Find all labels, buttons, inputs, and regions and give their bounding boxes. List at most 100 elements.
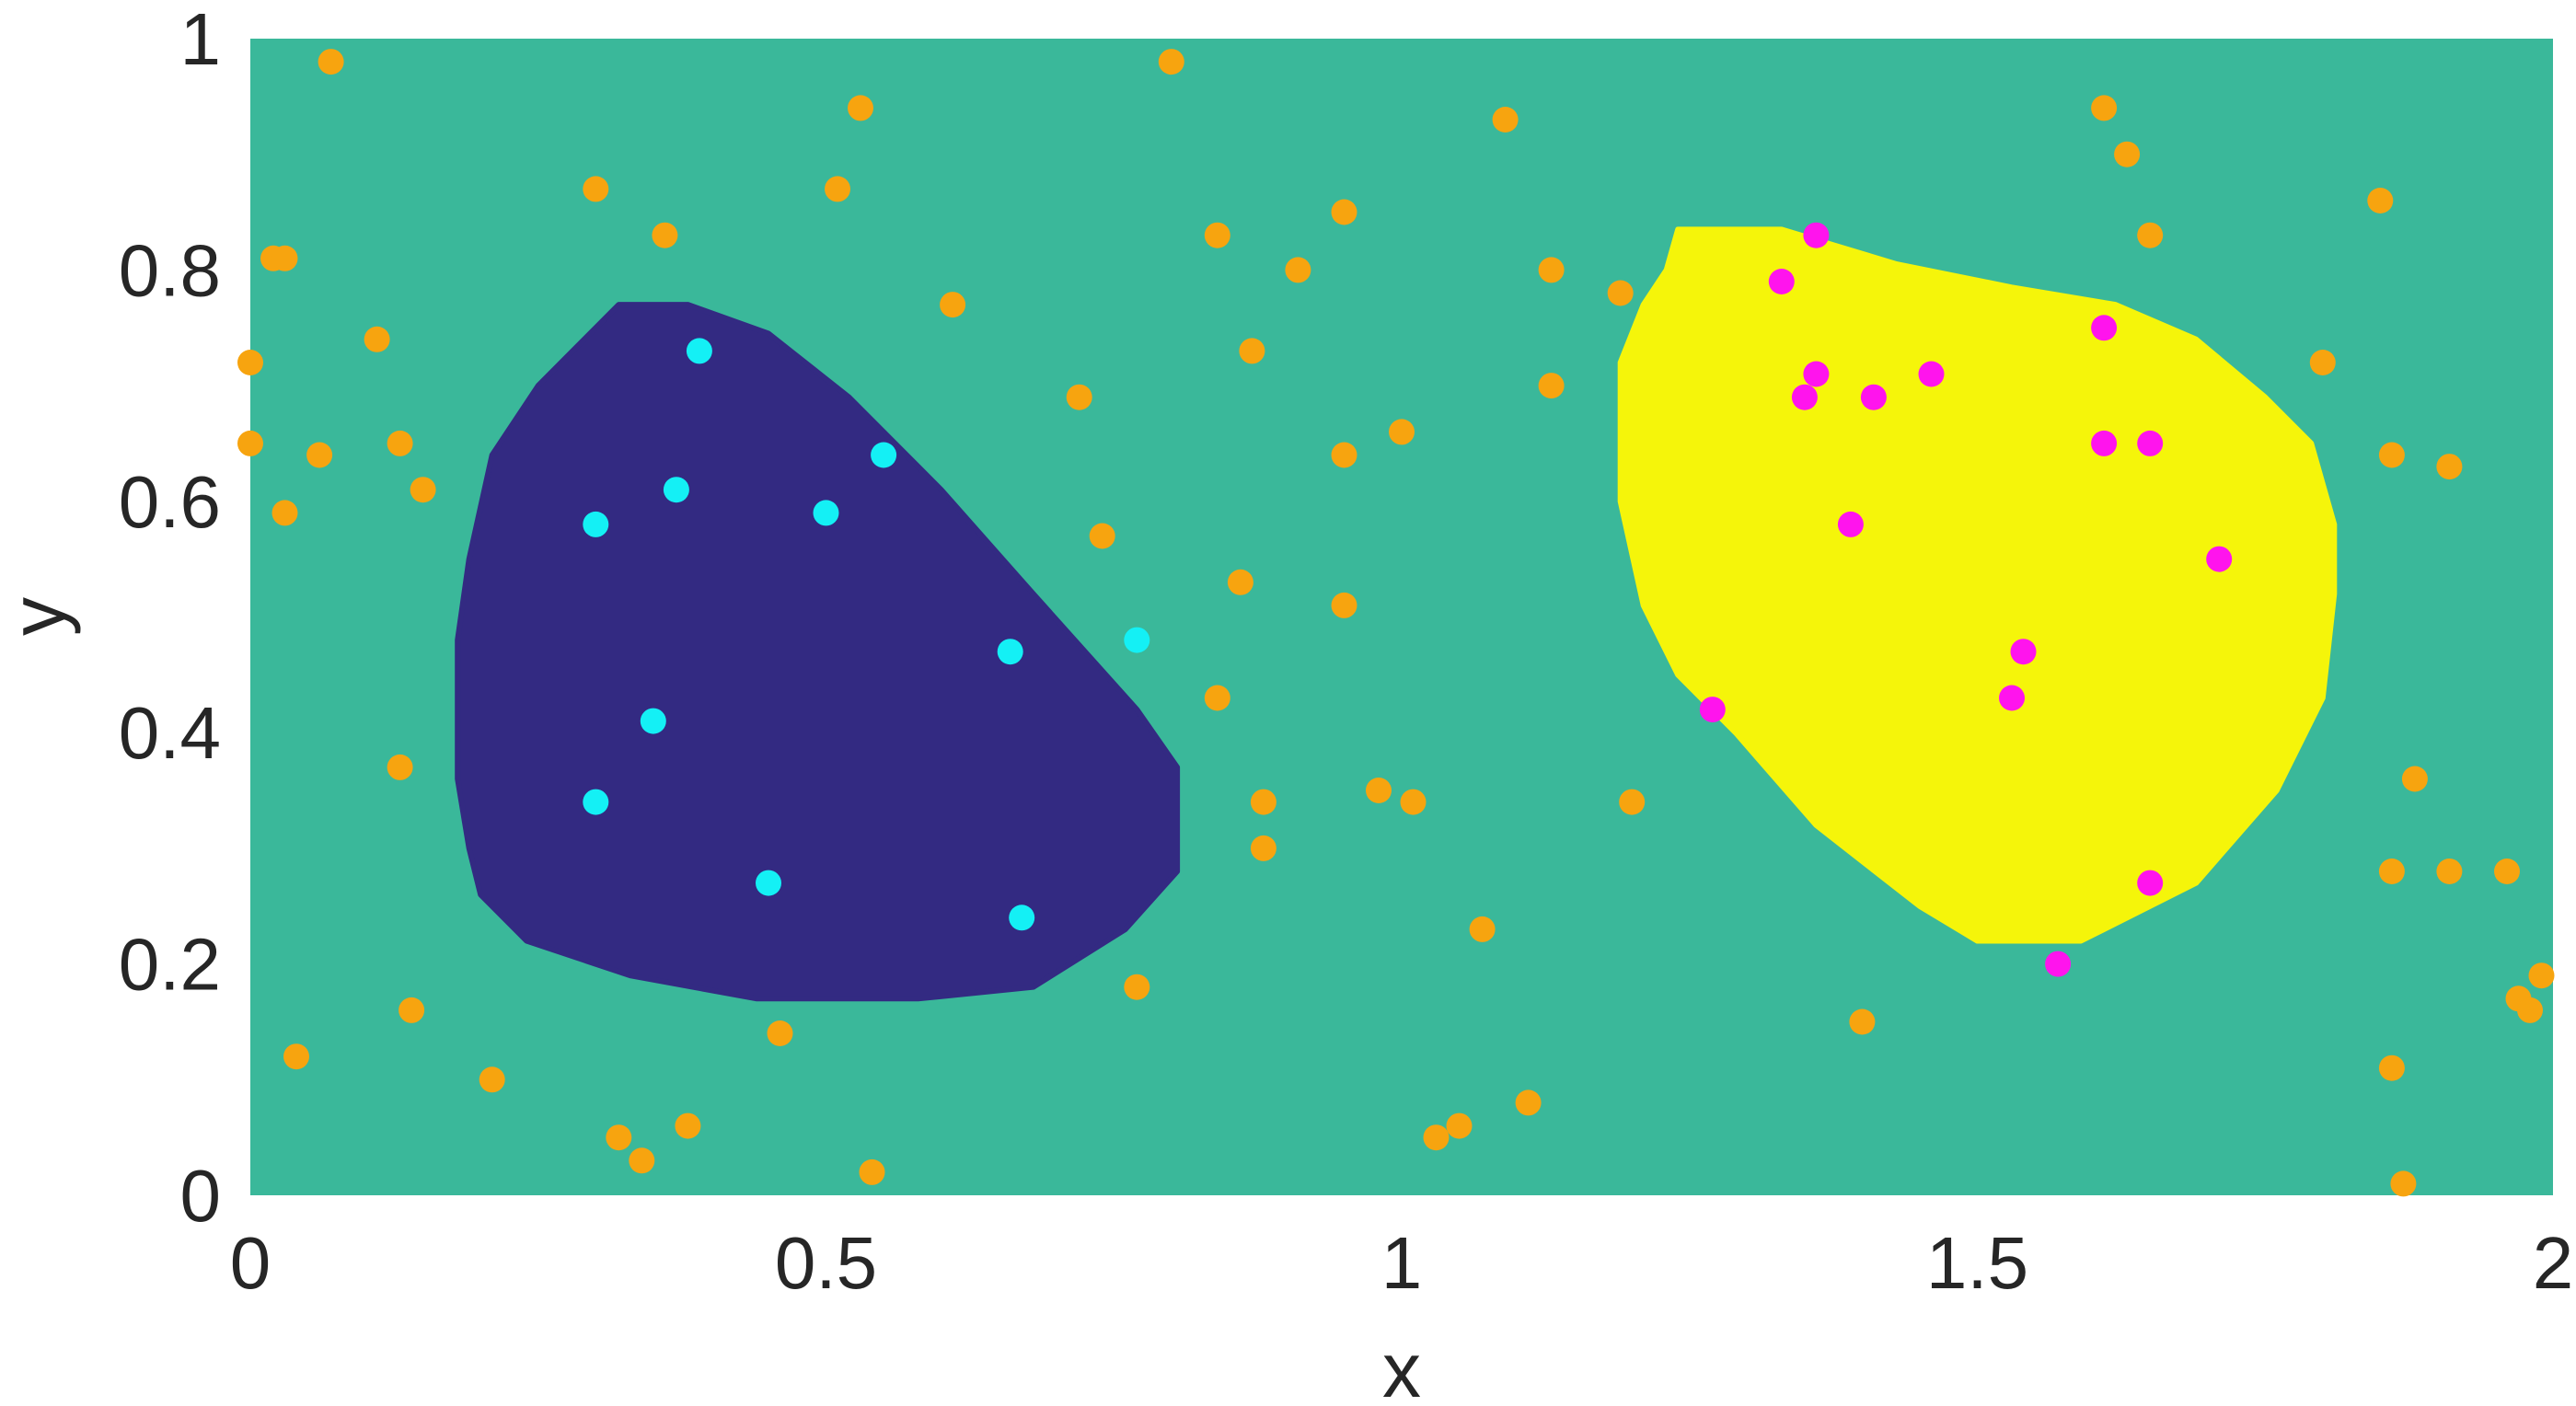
x-tick-label: 0 <box>230 1222 271 1304</box>
data-point <box>1492 107 1519 133</box>
data-point <box>1204 222 1230 248</box>
data-point <box>606 1124 632 1151</box>
data-point <box>2401 766 2428 792</box>
data-point <box>871 442 897 468</box>
data-point <box>479 1066 505 1093</box>
y-tick-label: 1 <box>180 0 222 80</box>
data-point <box>1918 361 1945 387</box>
data-point <box>1768 269 1795 294</box>
data-point <box>306 442 333 468</box>
data-point <box>399 997 425 1023</box>
data-point <box>997 639 1023 665</box>
y-tick-label: 0.6 <box>119 461 221 543</box>
data-point <box>2137 222 2164 248</box>
data-point <box>1285 257 1311 283</box>
data-point <box>2367 188 2394 213</box>
data-point <box>283 1043 309 1070</box>
data-point <box>2137 870 2164 896</box>
data-point <box>1331 442 1357 468</box>
data-point <box>1538 257 1565 283</box>
data-point <box>2517 997 2543 1023</box>
y-axis-label: y <box>0 597 81 636</box>
data-point <box>2436 454 2463 480</box>
data-point <box>2045 951 2072 977</box>
data-point <box>2091 430 2118 456</box>
data-point <box>1803 361 1830 387</box>
data-point <box>2010 639 2037 665</box>
x-tick-label: 1.5 <box>1926 1222 2028 1304</box>
data-point <box>237 430 263 456</box>
data-point <box>1446 1112 1473 1139</box>
y-tick-labels: 0 0.2 0.4 0.6 0.8 1 <box>119 0 221 1237</box>
data-point <box>1331 592 1357 618</box>
data-point <box>813 500 839 526</box>
data-point <box>1849 1008 1876 1035</box>
data-point <box>1227 569 1253 595</box>
data-point <box>583 789 609 815</box>
data-point <box>1400 789 1427 815</box>
data-point <box>2206 546 2233 572</box>
data-point <box>1250 835 1276 861</box>
data-point <box>2378 442 2405 468</box>
data-point <box>2494 859 2520 884</box>
data-point <box>1515 1089 1542 1116</box>
data-point <box>387 430 413 456</box>
data-point <box>1837 511 1864 537</box>
data-point <box>1158 49 1184 75</box>
data-point <box>364 326 390 352</box>
x-axis-label: x <box>1382 1327 1421 1406</box>
data-point <box>1239 338 1265 364</box>
x-tick-labels: 0 0.5 1 1.5 2 <box>230 1222 2574 1304</box>
data-point <box>318 49 344 75</box>
data-point <box>859 1158 885 1185</box>
data-point <box>1538 373 1565 399</box>
data-point <box>1009 905 1035 931</box>
data-point <box>675 1112 701 1139</box>
data-point <box>825 176 850 202</box>
data-point <box>640 708 666 734</box>
data-point <box>756 870 781 896</box>
data-point <box>2137 430 2164 456</box>
data-point <box>686 338 712 364</box>
data-point <box>2528 962 2555 989</box>
data-point <box>2091 95 2118 121</box>
data-point <box>1124 974 1150 1000</box>
x-tick-label: 0.5 <box>775 1222 877 1304</box>
data-point <box>2378 859 2405 884</box>
data-point <box>1699 697 1726 723</box>
y-tick-label: 0 <box>180 1155 222 1237</box>
data-point <box>1619 789 1646 815</box>
data-point <box>652 222 678 248</box>
data-point <box>583 176 609 202</box>
data-point <box>663 477 689 503</box>
data-point <box>237 350 263 375</box>
data-point <box>1803 222 1830 248</box>
x-tick-label: 2 <box>2533 1222 2574 1304</box>
y-tick-label: 0.2 <box>119 924 221 1006</box>
data-point <box>2390 1170 2417 1197</box>
data-point <box>2378 1054 2405 1081</box>
data-point <box>1124 627 1150 653</box>
data-point <box>1423 1124 1450 1151</box>
x-tick-label: 1 <box>1381 1222 1423 1304</box>
data-point <box>1469 916 1496 942</box>
data-point <box>940 292 966 318</box>
data-point <box>1204 685 1230 711</box>
data-point <box>1089 523 1115 549</box>
series-right-region <box>1699 222 2233 977</box>
data-point <box>410 477 436 503</box>
region-left <box>455 302 1181 1002</box>
series-left-region <box>583 338 1150 931</box>
data-point <box>1607 280 1634 306</box>
series-background <box>237 49 2555 1197</box>
data-point <box>2091 315 2118 341</box>
data-point <box>1066 384 1092 410</box>
y-tick-label: 0.8 <box>119 229 221 311</box>
data-point <box>767 1020 793 1046</box>
data-point <box>1999 685 2025 711</box>
data-point <box>1389 419 1415 445</box>
data-point <box>1366 778 1392 803</box>
data-point <box>848 95 873 121</box>
data-point <box>1860 384 1887 410</box>
